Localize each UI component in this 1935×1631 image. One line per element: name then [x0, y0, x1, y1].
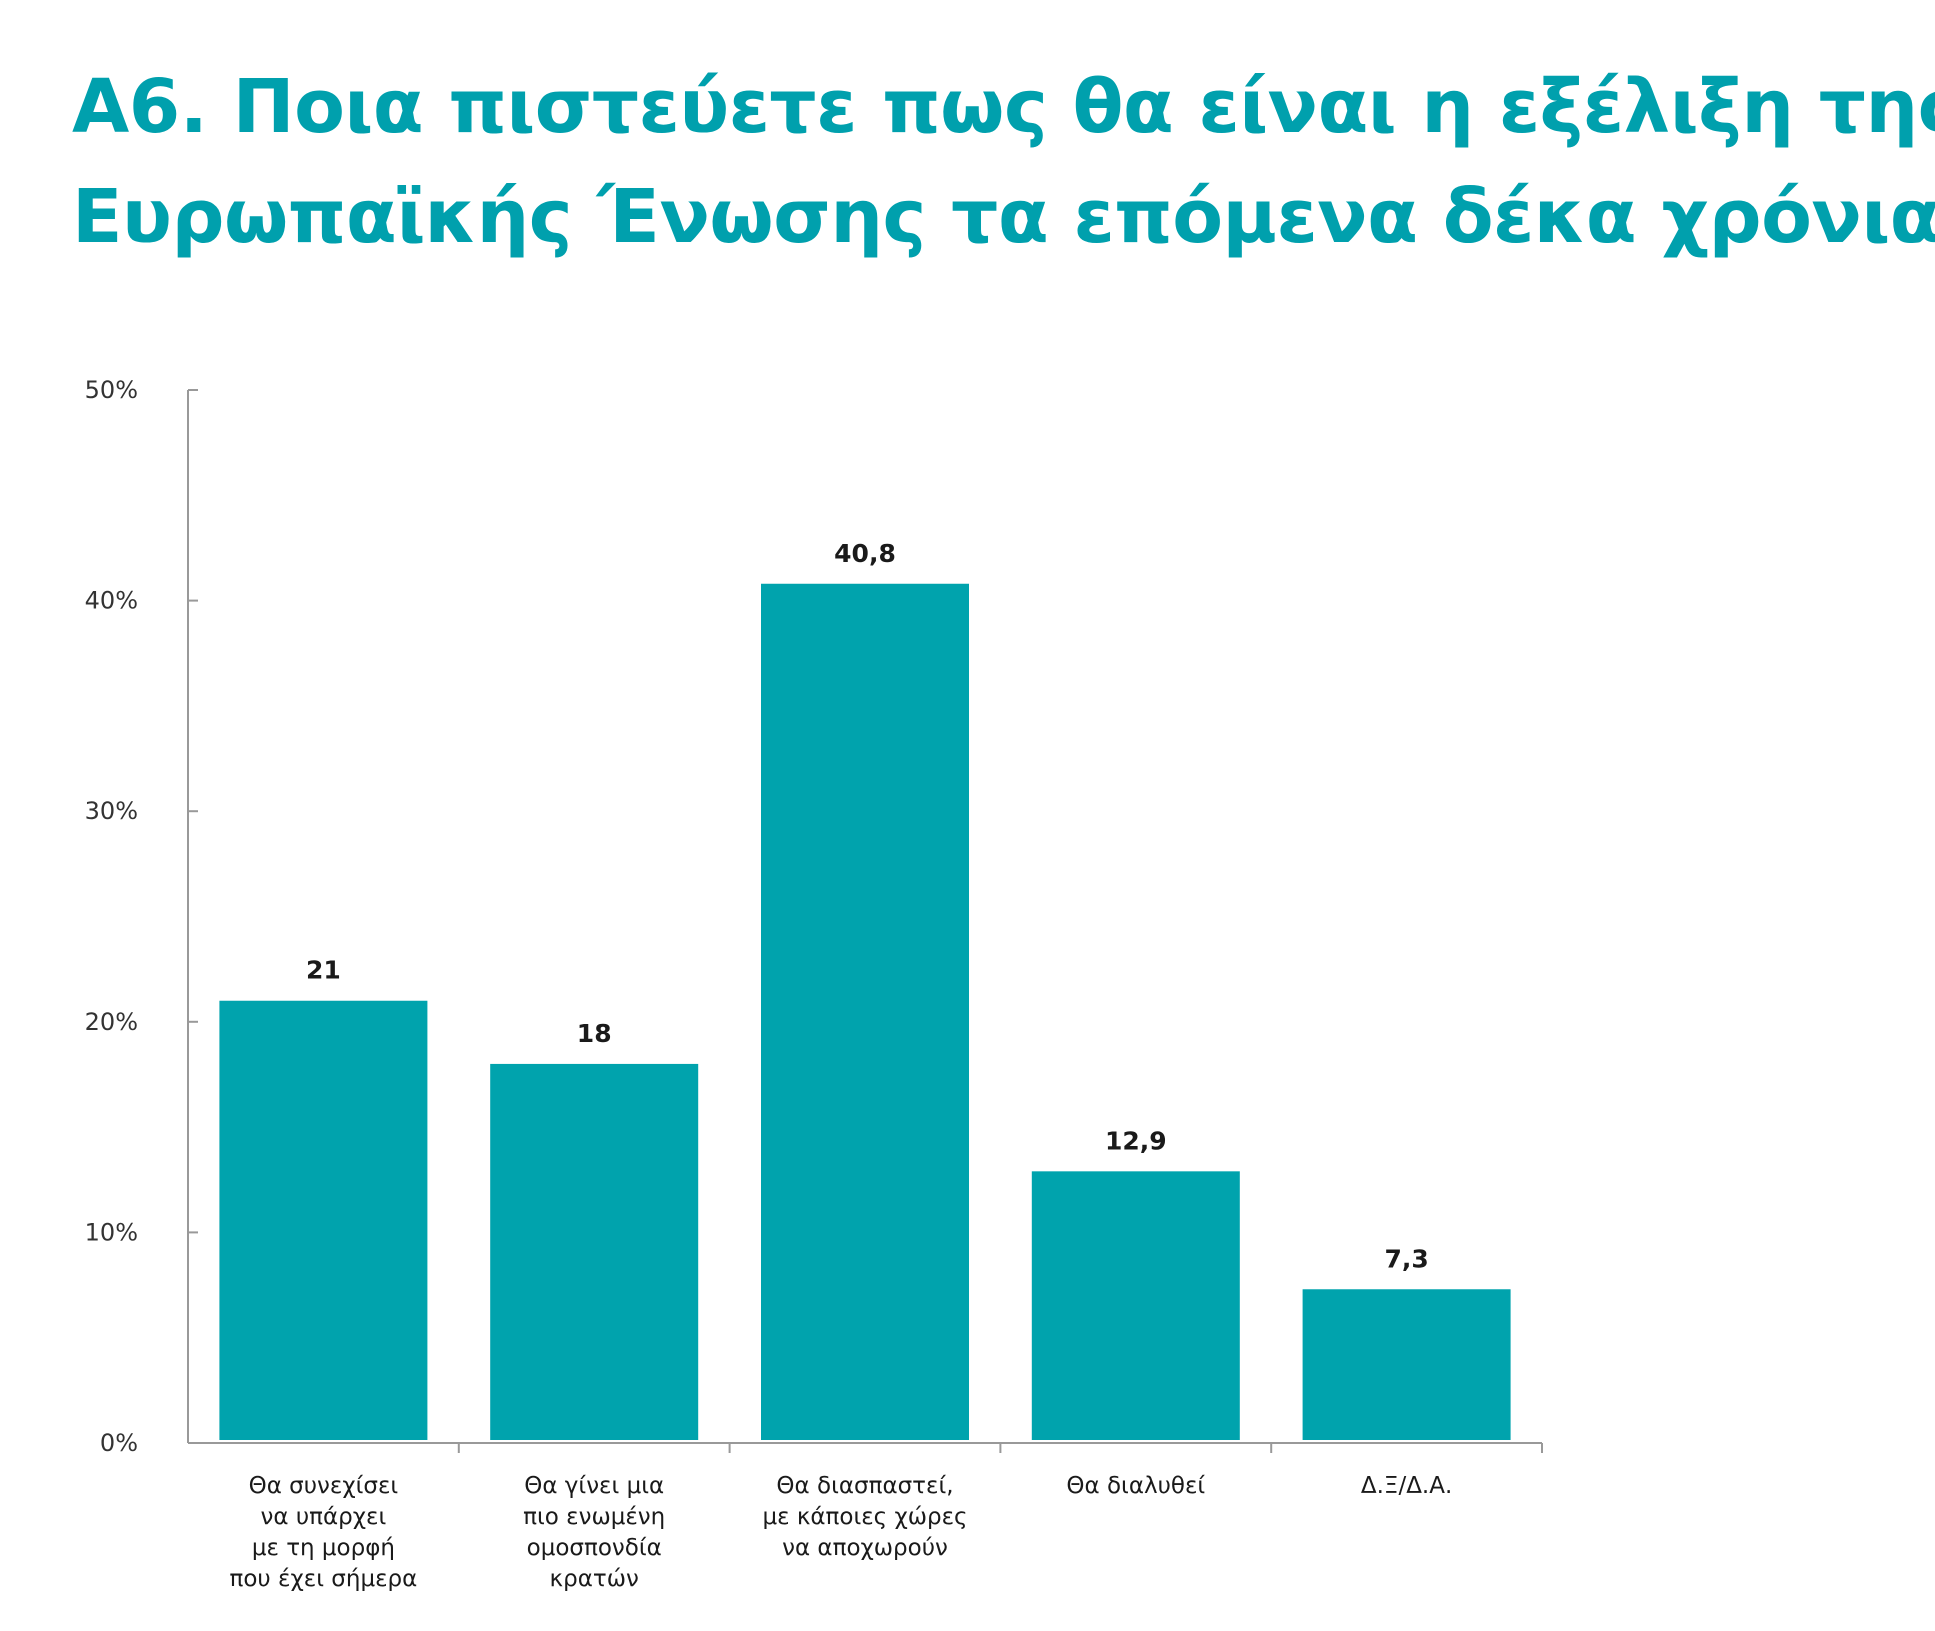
y-tick-label: 0%: [100, 1429, 138, 1457]
category-label-line: Θα γίνει μια: [524, 1473, 664, 1499]
category-label-line: που έχει σήμερα: [230, 1566, 418, 1592]
bar: [1031, 1171, 1240, 1440]
category-label: Θα διασπαστεί, με κάποιες χώρες να αποχωρο…: [762, 1473, 967, 1561]
category-label-line: Θα διαλυθεί: [1066, 1473, 1205, 1499]
category-label-line: να αποχωρούν: [782, 1535, 948, 1561]
y-tick-label: 20%: [85, 1008, 138, 1036]
bar: [490, 1063, 699, 1440]
category-label-line: πιο ενωμένη: [523, 1504, 665, 1530]
data-label: 21: [306, 956, 341, 985]
bar: [761, 583, 969, 1440]
y-tick-label: 30%: [85, 797, 138, 825]
y-tick-label: 40%: [85, 587, 138, 615]
data-label: 40,8: [834, 539, 896, 568]
bar: [219, 1000, 428, 1440]
category-label-line: με κάποιες χώρες: [762, 1504, 967, 1530]
category-label-line: με τη μορφή: [252, 1535, 395, 1561]
y-tick-label: 10%: [85, 1218, 138, 1246]
category-label: Θα γίνει μια πιο ενωμένη ομοσπονδία κρατών: [523, 1473, 665, 1592]
category-label-line: να υπάρχει: [261, 1504, 387, 1530]
chart-labels: 21 Θα συνεχίσει να υπάρχει με τη μορφή που έ…: [230, 539, 1453, 1592]
category-label-line: κρατών: [550, 1566, 639, 1592]
data-label: 7,3: [1384, 1244, 1428, 1273]
bar: [1302, 1289, 1511, 1440]
data-label: 12,9: [1105, 1126, 1167, 1155]
category-label-line: Δ.Ξ/Δ.Α.: [1361, 1473, 1452, 1499]
category-label: Θα διαλυθεί: [1066, 1473, 1205, 1499]
chart-title-line-1: Α6. Ποια πιστεύετε πως θα είναι η εξέλιξ…: [72, 64, 1935, 150]
category-label: Δ.Ξ/Δ.Α.: [1361, 1473, 1452, 1499]
chart-title: Α6. Ποια πιστεύετε πως θα είναι η εξέλιξ…: [72, 52, 1935, 272]
y-tick-label: 50%: [85, 376, 138, 404]
chart-bars: [219, 583, 1511, 1440]
chart-title-line-2: Ευρωπαϊκής Ένωσης τα επόμενα δέκα χρόνια…: [72, 174, 1935, 260]
data-label: 18: [577, 1019, 612, 1048]
category-label-line: Θα διασπαστεί,: [776, 1473, 953, 1499]
category-label: Θα συνεχίσει να υπάρχει με τη μορφή που έχε…: [230, 1473, 418, 1592]
chart-axes: 0% 10% 20% 30% 40% 50%: [85, 376, 1543, 1457]
category-label-line: ομοσπονδία: [527, 1535, 662, 1561]
category-label-line: Θα συνεχίσει: [249, 1473, 399, 1499]
